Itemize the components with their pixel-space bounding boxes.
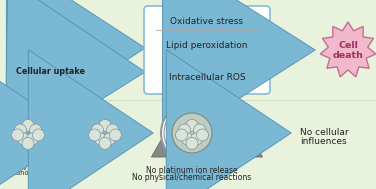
Circle shape [89, 129, 101, 141]
Circle shape [186, 119, 198, 131]
Polygon shape [320, 22, 376, 77]
FancyBboxPatch shape [144, 6, 270, 94]
Text: Intracellular ROS: Intracellular ROS [169, 74, 245, 83]
Text: PtCl: PtCl [8, 38, 44, 52]
Text: Pt nanoparticle: Pt nanoparticle [3, 170, 53, 176]
Text: 4: 4 [37, 44, 43, 53]
Text: No cellular: No cellular [300, 128, 349, 137]
Circle shape [109, 129, 121, 141]
Circle shape [103, 133, 115, 145]
Circle shape [99, 137, 111, 149]
Text: No platinum ion release: No platinum ion release [146, 166, 238, 175]
Circle shape [30, 124, 42, 136]
Circle shape [32, 129, 44, 141]
Circle shape [26, 133, 38, 145]
Circle shape [178, 124, 190, 136]
Circle shape [164, 105, 220, 161]
Circle shape [182, 133, 194, 145]
Text: No physical/chemical reactions: No physical/chemical reactions [132, 173, 252, 182]
Text: Secondary particle of: Secondary particle of [0, 164, 64, 170]
Circle shape [186, 137, 198, 149]
Circle shape [176, 129, 188, 141]
Text: Cell: Cell [338, 42, 358, 50]
FancyBboxPatch shape [10, 60, 90, 82]
Text: Lipid peroxidation: Lipid peroxidation [166, 40, 248, 50]
Circle shape [18, 133, 30, 145]
Text: Cellular uptake: Cellular uptake [15, 67, 85, 75]
Circle shape [12, 129, 24, 141]
Circle shape [95, 133, 107, 145]
Circle shape [91, 124, 103, 136]
Circle shape [85, 113, 125, 153]
Text: death: death [332, 51, 364, 60]
Circle shape [22, 119, 34, 131]
Text: influences: influences [300, 137, 347, 146]
Circle shape [8, 113, 48, 153]
Circle shape [22, 137, 34, 149]
Circle shape [14, 124, 26, 136]
Circle shape [99, 119, 111, 131]
Circle shape [196, 129, 208, 141]
Circle shape [161, 102, 223, 164]
Circle shape [190, 133, 202, 145]
Circle shape [172, 113, 212, 153]
Text: Oxidative stress: Oxidative stress [170, 18, 244, 26]
Text: 82.4 nm: 82.4 nm [14, 158, 42, 164]
Circle shape [107, 124, 118, 136]
Circle shape [194, 124, 206, 136]
